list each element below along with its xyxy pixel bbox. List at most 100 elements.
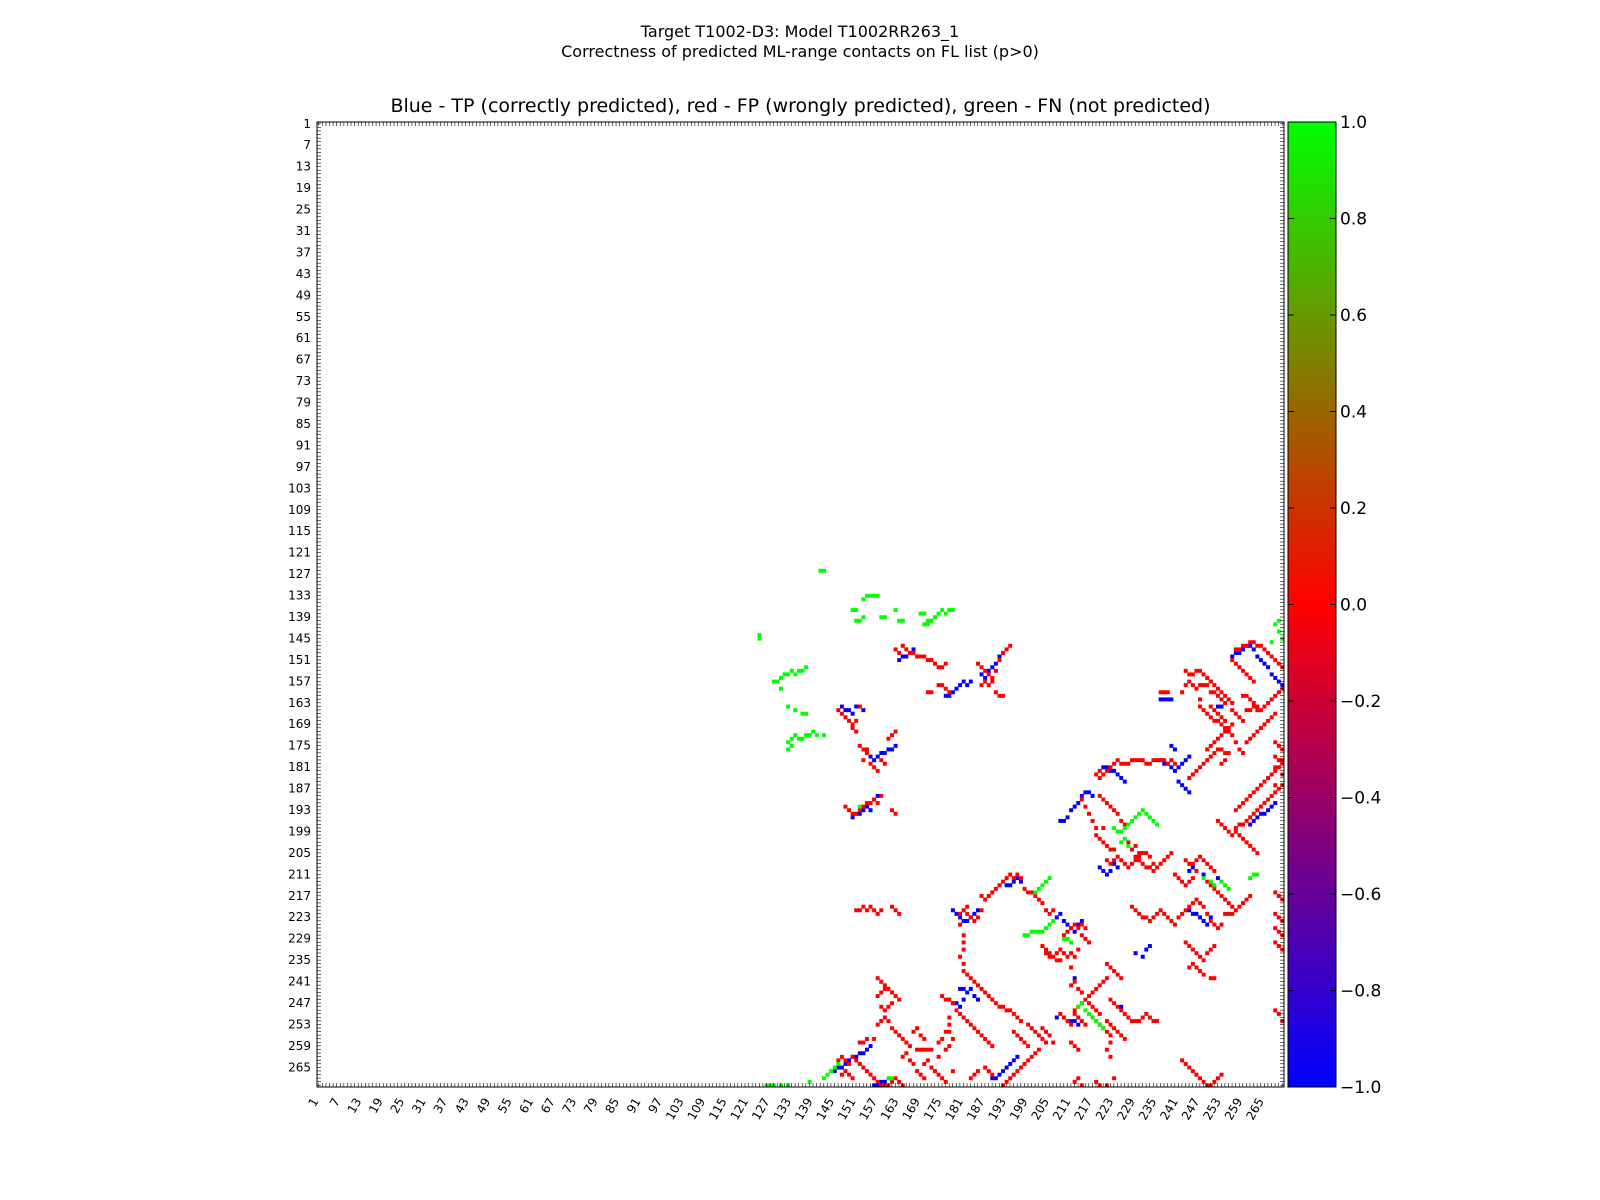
fp-cell xyxy=(1022,1061,1027,1066)
fp-cell xyxy=(1058,947,1063,952)
fp-cell xyxy=(1126,840,1131,845)
fp-cell xyxy=(890,1001,895,1006)
fp-cell xyxy=(1208,679,1213,684)
tp-cell xyxy=(1087,790,1091,795)
fp-cell xyxy=(1248,843,1253,848)
fp-cell xyxy=(875,976,880,981)
fp-cell xyxy=(872,908,877,913)
x-tick-label: 1 xyxy=(305,1096,321,1110)
fp-cell xyxy=(925,1058,930,1063)
fp-cell xyxy=(1208,715,1213,720)
fp-cell xyxy=(1130,1019,1134,1024)
x-tick-label: 187 xyxy=(964,1096,988,1123)
fp-cell xyxy=(1248,894,1253,898)
fp-cell xyxy=(1147,865,1152,870)
fp-cell xyxy=(943,686,948,691)
fp-cell xyxy=(990,679,995,684)
tp-cell xyxy=(1187,790,1192,795)
fp-cell xyxy=(897,650,902,655)
fp-cell xyxy=(1018,1036,1023,1041)
fp-cell xyxy=(875,801,880,806)
fp-cell xyxy=(943,1029,948,1034)
fp-cell xyxy=(1273,911,1278,916)
fp-cell xyxy=(1097,836,1102,841)
fn-cell xyxy=(925,622,930,627)
fp-cell xyxy=(843,715,848,720)
tp-cell xyxy=(1187,754,1192,759)
fp-cell xyxy=(1104,1029,1109,1034)
fp-cell xyxy=(1158,861,1163,866)
fp-cell xyxy=(972,1072,977,1077)
fn-cell xyxy=(804,665,809,670)
fp-cell xyxy=(1065,954,1070,959)
fp-cell xyxy=(1140,758,1145,763)
fp-cell xyxy=(1122,761,1127,766)
fp-cell xyxy=(1108,861,1113,866)
fn-cell xyxy=(832,1065,837,1070)
y-tick-label: 19 xyxy=(296,181,311,195)
fp-cell xyxy=(1083,926,1088,931)
fn-cell xyxy=(793,708,798,713)
x-tick-label: 25 xyxy=(388,1096,408,1116)
fp-cell xyxy=(940,683,945,688)
y-tick-label: 133 xyxy=(288,589,311,603)
fp-cell xyxy=(1194,868,1199,873)
fp-cell xyxy=(983,990,988,995)
fn-cell xyxy=(1255,872,1260,877)
fn-cell xyxy=(836,1061,841,1066)
fp-cell xyxy=(1108,1054,1113,1059)
fp-cell xyxy=(907,650,912,655)
fp-cell xyxy=(1226,751,1231,756)
fp-cell xyxy=(997,658,1002,663)
tp-cell xyxy=(954,686,959,691)
fp-cell xyxy=(1212,922,1217,927)
fp-cell xyxy=(836,708,841,713)
fp-cell xyxy=(1065,929,1070,934)
fn-cell xyxy=(1022,933,1027,938)
fn-cell xyxy=(1155,822,1160,827)
fp-cell xyxy=(968,976,973,981)
tp-cell xyxy=(843,708,848,713)
fp-cell xyxy=(1108,1040,1113,1045)
fn-cell xyxy=(1065,936,1070,941)
fp-cell xyxy=(882,1015,887,1020)
tp-cell xyxy=(886,747,891,752)
fp-cell xyxy=(875,994,880,999)
fp-cell xyxy=(864,801,869,806)
fp-cell xyxy=(1083,1022,1088,1027)
fp-cell xyxy=(1251,704,1256,709)
y-tick-label: 25 xyxy=(296,203,311,217)
fp-cell xyxy=(1011,1072,1016,1077)
fp-cell xyxy=(915,1069,920,1074)
fp-cell xyxy=(1187,904,1192,909)
fp-cell xyxy=(961,908,966,913)
fp-cell xyxy=(854,908,859,913)
contact-cells xyxy=(757,568,1285,1088)
fn-cell xyxy=(1126,822,1131,827)
fp-cell xyxy=(893,729,898,734)
fp-cell xyxy=(1040,901,1045,906)
fp-cell xyxy=(1223,729,1228,734)
fp-cell xyxy=(1251,847,1256,852)
tp-cell xyxy=(1011,879,1016,884)
fp-cell xyxy=(1112,1076,1117,1081)
fp-cell xyxy=(857,743,862,748)
fp-cell xyxy=(1233,711,1238,716)
fp-cell xyxy=(1051,908,1056,913)
y-tick-label: 217 xyxy=(288,889,311,903)
y-tick-label: 235 xyxy=(288,953,311,967)
fp-cell xyxy=(1215,747,1220,752)
tp-cell xyxy=(1255,654,1260,659)
fp-cell xyxy=(1076,1076,1081,1081)
fp-cell xyxy=(1276,690,1281,695)
fp-cell xyxy=(958,911,963,916)
fp-cell xyxy=(1147,854,1152,859)
fp-cell xyxy=(1076,947,1081,952)
fp-cell xyxy=(1223,693,1228,698)
fp-cell xyxy=(1104,1047,1109,1052)
fp-cell xyxy=(893,647,898,652)
fp-cell xyxy=(872,1076,877,1081)
fp-cell xyxy=(1094,833,1099,838)
fp-cell xyxy=(943,1047,948,1052)
tp-cell xyxy=(904,654,909,659)
